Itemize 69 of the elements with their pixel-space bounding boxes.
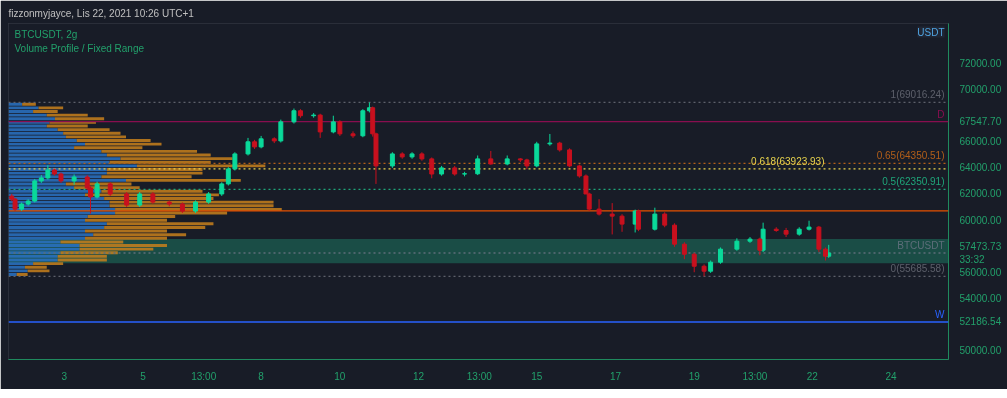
x-tick-label: 13:00 — [742, 370, 768, 382]
text: BTCUSDT, 2g — [14, 28, 78, 40]
bar — [8, 211, 116, 215]
y-tick-label: 66000.00 — [959, 136, 1002, 148]
candlestick — [701, 263, 707, 277]
ref-line-label: 0.65(64350.51) — [876, 150, 945, 162]
x-tick-label: 5 — [140, 370, 147, 382]
y-tick-label: 56000.00 — [959, 266, 1002, 278]
bar — [22, 102, 36, 106]
candlestick — [317, 113, 323, 139]
x-tick-label: 24 — [885, 370, 898, 382]
text: fizzonmyjayce, Lis 22, 2021 10:26 UTC+1 — [8, 7, 195, 19]
candlestick — [547, 133, 553, 147]
y-tick-label: 70000.00 — [959, 84, 1002, 96]
candlestick — [596, 198, 602, 216]
x-tick-label: 19 — [688, 370, 701, 382]
candlestick — [475, 155, 481, 176]
candlestick — [816, 225, 822, 253]
y-axis-title: USDT — [917, 26, 945, 38]
y-tick-label: 62000.00 — [959, 188, 1002, 200]
bar — [8, 225, 105, 229]
bar — [16, 273, 28, 276]
bar — [8, 117, 55, 121]
x-tick-label: 17 — [609, 370, 622, 382]
y-tick-label: 67547.70 — [959, 116, 1002, 128]
y-tick-label: 54000.00 — [959, 292, 1002, 304]
bar — [8, 247, 80, 251]
bar — [8, 244, 80, 247]
candlestick — [652, 207, 658, 231]
candlestick — [691, 252, 697, 273]
ref-line-label: 0.5(62350.91) — [882, 176, 945, 188]
x-tick-label: 12 — [413, 370, 425, 382]
candlestick — [619, 213, 625, 233]
y-tick-label: 64000.00 — [959, 162, 1002, 174]
bar — [8, 157, 121, 161]
x-tick-label: 22 — [806, 370, 819, 382]
x-tick-label: 13:00 — [191, 370, 217, 382]
y-tick-label: 50000.00 — [959, 345, 1002, 356]
y-tick-label: 52186.54 — [959, 316, 1002, 328]
y-tick-label: 72000.00 — [959, 58, 1002, 70]
candlestick — [609, 202, 615, 235]
x-tick-label: 10 — [334, 370, 346, 382]
ref-line-label: 0(55685.58) — [890, 263, 945, 275]
x-tick-label: 8 — [258, 370, 265, 382]
y-tick-label: 60000.00 — [959, 214, 1002, 226]
ref-line-label: W — [935, 308, 946, 320]
candlestick — [429, 156, 435, 179]
ref-line-label: D — [937, 108, 945, 120]
candlestick — [672, 222, 678, 248]
x-tick-label: 13:00 — [466, 370, 493, 382]
candlestick — [534, 141, 540, 168]
bar — [8, 131, 64, 135]
bar — [8, 222, 107, 226]
ref-line-label: 1(69016.24) — [890, 89, 945, 101]
bar — [27, 269, 50, 273]
bar — [8, 106, 39, 110]
candlestick — [71, 173, 77, 186]
chart-title: Volume Profile / Fixed Range — [14, 42, 145, 54]
ref-line-label: BTCUSDT — [897, 240, 945, 252]
x-tick-label: 3 — [61, 370, 68, 382]
candlestick — [350, 130, 356, 139]
bar — [8, 269, 28, 273]
candlestick — [806, 220, 812, 231]
bar — [8, 142, 86, 146]
bar — [8, 164, 137, 168]
bar — [8, 233, 94, 237]
y-tick-label: 57473.73 33:32 — [959, 240, 1002, 266]
x-tick-label: 15 — [531, 370, 543, 382]
ref-line-label: 0.618(63923.93) — [751, 155, 825, 167]
